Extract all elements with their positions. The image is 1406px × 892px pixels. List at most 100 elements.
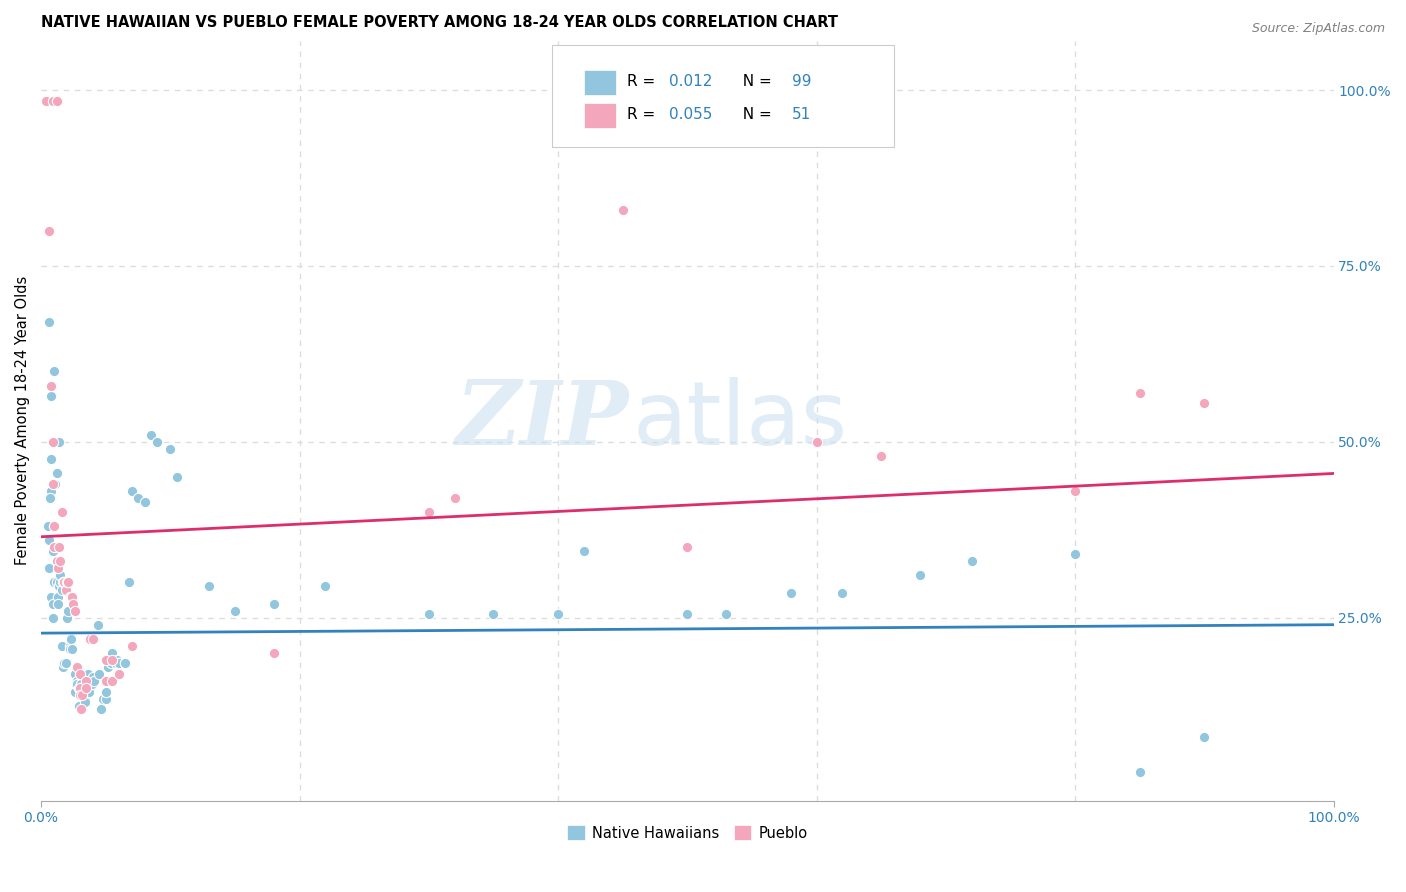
- Point: [42, 575, 65, 590]
- Point: [70, 677, 93, 691]
- Point: [121, 639, 143, 653]
- Point: [42, 94, 65, 108]
- Point: [41, 590, 63, 604]
- Point: [1129, 385, 1152, 400]
- FancyBboxPatch shape: [583, 70, 616, 95]
- Point: [67, 698, 90, 713]
- Point: [58, 590, 80, 604]
- Point: [51, 505, 73, 519]
- Point: [65, 677, 87, 691]
- Point: [56, 610, 79, 624]
- Point: [46, 561, 69, 575]
- Point: [42, 610, 65, 624]
- Point: [70, 677, 93, 691]
- Point: [572, 544, 595, 558]
- Point: [80, 677, 103, 691]
- Point: [87, 617, 110, 632]
- Point: [48, 579, 70, 593]
- Point: [45, 554, 67, 568]
- Point: [52, 660, 75, 674]
- Point: [41, 484, 63, 499]
- Point: [66, 660, 89, 674]
- Point: [58, 575, 80, 590]
- Point: [53, 575, 76, 590]
- Point: [94, 673, 117, 688]
- Point: [1194, 730, 1216, 744]
- Point: [63, 604, 86, 618]
- Point: [42, 94, 65, 108]
- Point: [418, 607, 440, 621]
- Point: [53, 657, 76, 671]
- Point: [63, 684, 86, 698]
- Point: [59, 632, 82, 646]
- Point: [41, 389, 63, 403]
- Point: [58, 639, 80, 653]
- Point: [105, 653, 128, 667]
- Point: [72, 688, 94, 702]
- Point: [42, 519, 65, 533]
- Point: [52, 575, 75, 590]
- Point: [45, 575, 67, 590]
- Point: [39, 491, 62, 505]
- Point: [75, 667, 97, 681]
- Text: ZIP: ZIP: [456, 377, 628, 464]
- Point: [94, 691, 117, 706]
- Text: N =: N =: [733, 107, 776, 122]
- Point: [107, 667, 129, 681]
- Point: [65, 677, 87, 691]
- Point: [82, 670, 104, 684]
- Point: [94, 653, 117, 667]
- Text: Source: ZipAtlas.com: Source: ZipAtlas.com: [1251, 22, 1385, 36]
- Point: [48, 434, 70, 449]
- Point: [66, 677, 89, 691]
- Point: [908, 568, 931, 582]
- Point: [79, 673, 101, 688]
- Point: [35, 94, 58, 108]
- Point: [69, 667, 91, 681]
- Point: [66, 673, 89, 688]
- Point: [1129, 765, 1152, 780]
- Text: 0.055: 0.055: [669, 107, 713, 122]
- Point: [46, 94, 69, 108]
- Point: [69, 681, 91, 695]
- Point: [75, 673, 97, 688]
- Legend: Native Hawaiians, Pueblo: Native Hawaiians, Pueblo: [561, 820, 814, 847]
- Point: [831, 586, 853, 600]
- Text: R =: R =: [627, 74, 659, 88]
- Point: [101, 646, 124, 660]
- Point: [35, 94, 58, 108]
- Point: [263, 646, 285, 660]
- Point: [806, 434, 828, 449]
- Point: [76, 667, 98, 681]
- Point: [77, 684, 100, 698]
- Point: [38, 315, 60, 329]
- Point: [547, 607, 569, 621]
- Point: [139, 427, 162, 442]
- Point: [56, 575, 79, 590]
- FancyBboxPatch shape: [551, 45, 894, 147]
- Point: [121, 484, 143, 499]
- Point: [94, 684, 117, 698]
- Point: [45, 94, 67, 108]
- Point: [77, 632, 100, 646]
- Point: [41, 378, 63, 392]
- Point: [101, 646, 124, 660]
- Point: [676, 541, 699, 555]
- Point: [146, 434, 169, 449]
- Point: [45, 467, 67, 481]
- Point: [70, 702, 93, 716]
- Point: [46, 597, 69, 611]
- Point: [59, 590, 82, 604]
- Point: [443, 491, 465, 505]
- Point: [51, 639, 73, 653]
- Point: [159, 442, 181, 456]
- Point: [63, 667, 86, 681]
- Point: [90, 702, 112, 716]
- Point: [42, 541, 65, 555]
- Point: [1064, 547, 1087, 561]
- Point: [1194, 396, 1216, 410]
- Point: [46, 590, 69, 604]
- Point: [166, 470, 188, 484]
- Point: [42, 477, 65, 491]
- Point: [198, 579, 221, 593]
